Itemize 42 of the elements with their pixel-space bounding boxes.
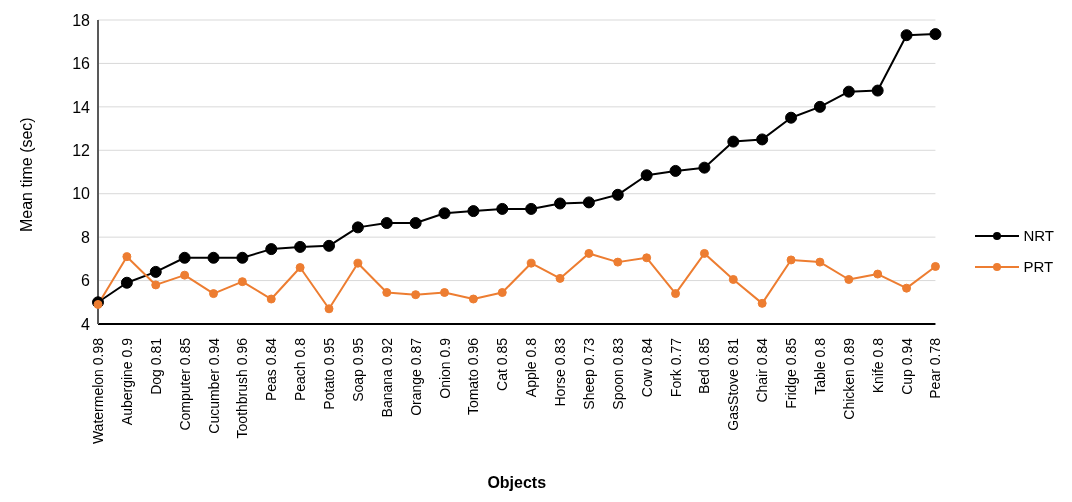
y-tick-label: 14 bbox=[72, 98, 91, 116]
x-tick-label: Toothbrush 0.96 bbox=[234, 337, 251, 439]
legend-label: PRT bbox=[1023, 258, 1054, 275]
x-tick-label: GasStove 0.81 bbox=[725, 337, 742, 431]
y-tick-label: 4 bbox=[81, 315, 91, 333]
x-tick-label: Orange 0.87 bbox=[407, 337, 424, 416]
y-tick-label: 8 bbox=[81, 228, 91, 246]
x-tick-label: Chair 0.84 bbox=[754, 337, 771, 403]
x-tick-label: Tomato 0.96 bbox=[465, 337, 482, 416]
x-tick-label: Table 0.8 bbox=[811, 337, 828, 395]
x-tick-label: Fridge 0.85 bbox=[783, 337, 800, 409]
x-tick-label: Soap 0.95 bbox=[349, 337, 366, 402]
x-tick-label: Computer 0.85 bbox=[176, 337, 193, 431]
x-tick-label: Cow 0.84 bbox=[638, 337, 655, 398]
x-tick-label: Cup 0.94 bbox=[898, 337, 915, 395]
y-axis-title: Mean time (sec) bbox=[17, 117, 35, 232]
x-tick-label: Peach 0.8 bbox=[292, 337, 309, 402]
x-tick-label: Cat 0.85 bbox=[494, 337, 511, 391]
y-tick-label: 12 bbox=[72, 141, 91, 159]
x-tick-label: Onion 0.9 bbox=[436, 337, 453, 399]
y-tick-label: 16 bbox=[72, 55, 91, 73]
x-tick-label: Knife 0.8 bbox=[869, 337, 886, 394]
x-tick-label: Peas 0.84 bbox=[263, 337, 280, 402]
x-tick-label: Banana 0.92 bbox=[378, 337, 395, 418]
x-axis-title: Objects bbox=[487, 474, 547, 491]
x-tick-label: Horse 0.83 bbox=[552, 337, 569, 407]
x-tick-label: Sheep 0.73 bbox=[580, 337, 597, 410]
y-tick-label: 18 bbox=[72, 11, 91, 29]
x-tick-label: Chicken 0.89 bbox=[840, 337, 857, 420]
x-tick-label: Watermelon 0.98 bbox=[90, 337, 106, 445]
x-tick-label: Potato 0.95 bbox=[321, 337, 338, 410]
x-tick-label: Fork 0.77 bbox=[667, 337, 684, 398]
x-tick-label: Spoon 0.83 bbox=[609, 337, 626, 410]
x-tick-label: Apple 0.8 bbox=[523, 337, 540, 398]
x-tick-label: Cucumber 0.94 bbox=[205, 337, 222, 434]
x-tick-label: Bed 0.85 bbox=[696, 337, 713, 395]
x-tick-label: Dog 0.81 bbox=[147, 337, 164, 395]
x-tick-label: Aubergine 0.9 bbox=[118, 337, 135, 426]
legend-label: NRT bbox=[1023, 227, 1054, 244]
x-tick-label: Pear 0.78 bbox=[927, 337, 944, 399]
y-tick-label: 6 bbox=[81, 272, 91, 290]
y-tick-label: 10 bbox=[72, 185, 91, 203]
